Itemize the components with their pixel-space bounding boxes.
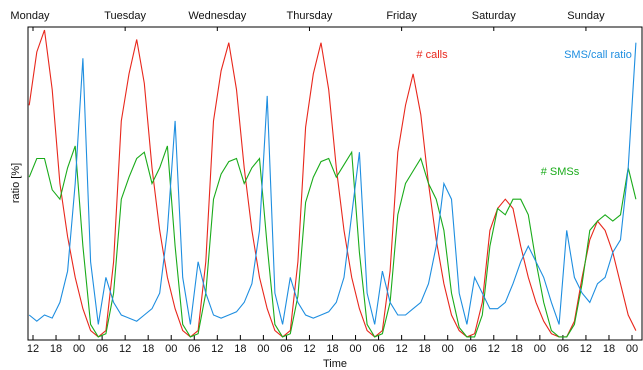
x-tick-label: 18 <box>50 343 62 355</box>
x-tick-label: 18 <box>511 343 523 355</box>
series-line <box>28 29 637 338</box>
x-tick-label: 12 <box>27 343 39 355</box>
day-label: Tuesday <box>104 10 146 22</box>
x-tick-label: 18 <box>326 343 338 355</box>
day-label: Sunday <box>567 10 605 22</box>
day-label: Thursday <box>287 10 333 22</box>
series-line <box>28 145 637 338</box>
x-tick-label: 06 <box>557 343 569 355</box>
plot-frame <box>27 26 643 341</box>
series-annotation: # SMSs <box>541 166 580 178</box>
day-label: Saturday <box>472 10 517 22</box>
x-tick-label: 12 <box>303 343 315 355</box>
x-tick-label: 12 <box>119 343 131 355</box>
x-tick-label: 00 <box>165 343 177 355</box>
x-tick-label: 12 <box>488 343 500 355</box>
x-tick-label: 06 <box>280 343 292 355</box>
x-tick-label: 06 <box>372 343 384 355</box>
x-tick-label: 00 <box>534 343 546 355</box>
y-axis-label: ratio [%] <box>10 163 22 203</box>
x-tick-label: 00 <box>442 343 454 355</box>
x-tick-label: 00 <box>257 343 269 355</box>
x-tick-label: 12 <box>395 343 407 355</box>
x-tick-label: 06 <box>96 343 108 355</box>
day-label: Wednesday <box>188 10 246 22</box>
x-axis-label: Time <box>323 358 347 370</box>
x-tick-label: 12 <box>211 343 223 355</box>
x-tick-label: 00 <box>73 343 85 355</box>
x-tick-label: 00 <box>349 343 361 355</box>
x-tick-label: 18 <box>234 343 246 355</box>
x-tick-label: 00 <box>626 343 638 355</box>
x-tick-label: 06 <box>188 343 200 355</box>
day-label: Monday <box>10 10 50 22</box>
day-label: Friday <box>386 10 417 22</box>
series-annotation: # calls <box>416 49 448 61</box>
x-tick-label: 12 <box>580 343 592 355</box>
x-tick-label: 18 <box>142 343 154 355</box>
series-annotation: SMS/call ratio <box>564 49 632 61</box>
x-tick-label: 18 <box>603 343 615 355</box>
x-tick-label: 18 <box>419 343 431 355</box>
x-tick-label: 06 <box>465 343 477 355</box>
series-line <box>28 42 637 325</box>
